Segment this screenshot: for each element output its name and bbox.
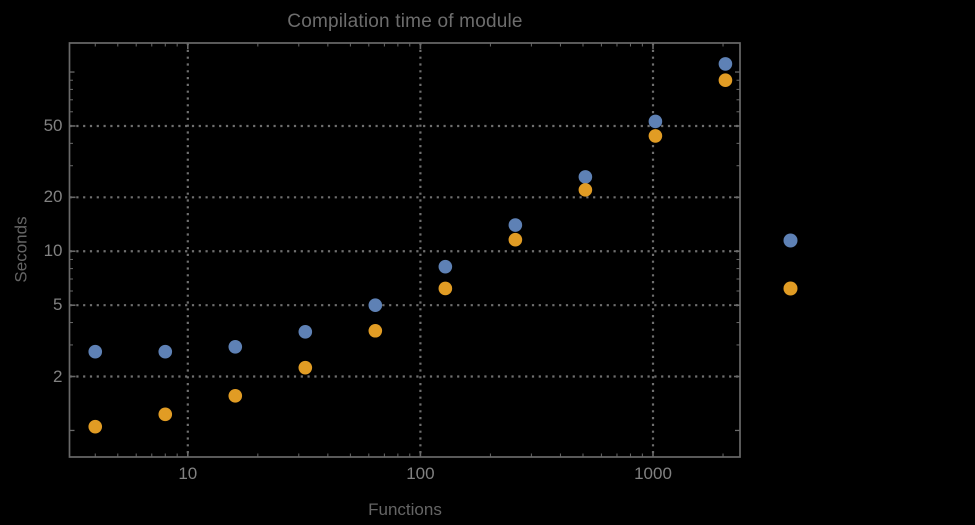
data-point-orange <box>438 281 453 296</box>
y-tick-label: 10 <box>43 241 63 261</box>
data-point-orange <box>228 389 243 403</box>
y-tick-label: 50 <box>43 115 63 135</box>
y-tick-label: 20 <box>43 187 63 207</box>
data-point-orange <box>88 419 103 434</box>
x-tick-label: 100 <box>406 464 435 483</box>
x-tick-label: 1000 <box>634 464 672 483</box>
x-tick-label: 10 <box>178 464 198 483</box>
data-point-orange <box>158 407 173 422</box>
data-point-blue <box>438 259 453 274</box>
data-point-orange <box>298 360 313 375</box>
data-point-blue <box>508 218 523 232</box>
data-point-blue <box>368 298 383 312</box>
data-point-orange <box>578 183 593 197</box>
data-point-blue <box>298 325 313 339</box>
plot-frame <box>68 42 741 458</box>
plot-title: Compilation time of module <box>287 11 523 32</box>
data-point-blue <box>228 339 243 354</box>
y-tick-label: 2 <box>53 366 63 386</box>
data-point-blue <box>718 57 733 71</box>
data-point-blue <box>158 344 173 359</box>
data-point-orange <box>368 323 383 338</box>
data-point-blue <box>648 114 663 129</box>
data-point-blue <box>88 344 103 359</box>
x-axis-label: Functions <box>368 500 442 519</box>
y-tick-label: 5 <box>53 295 63 315</box>
data-point-orange <box>718 73 733 88</box>
data-point-orange <box>648 129 663 143</box>
data-point-blue <box>578 170 593 184</box>
data-point-orange <box>508 232 523 247</box>
y-axis-label: Seconds <box>11 216 31 283</box>
legend-marker-blue <box>783 233 798 248</box>
legend-marker-orange <box>783 281 798 296</box>
